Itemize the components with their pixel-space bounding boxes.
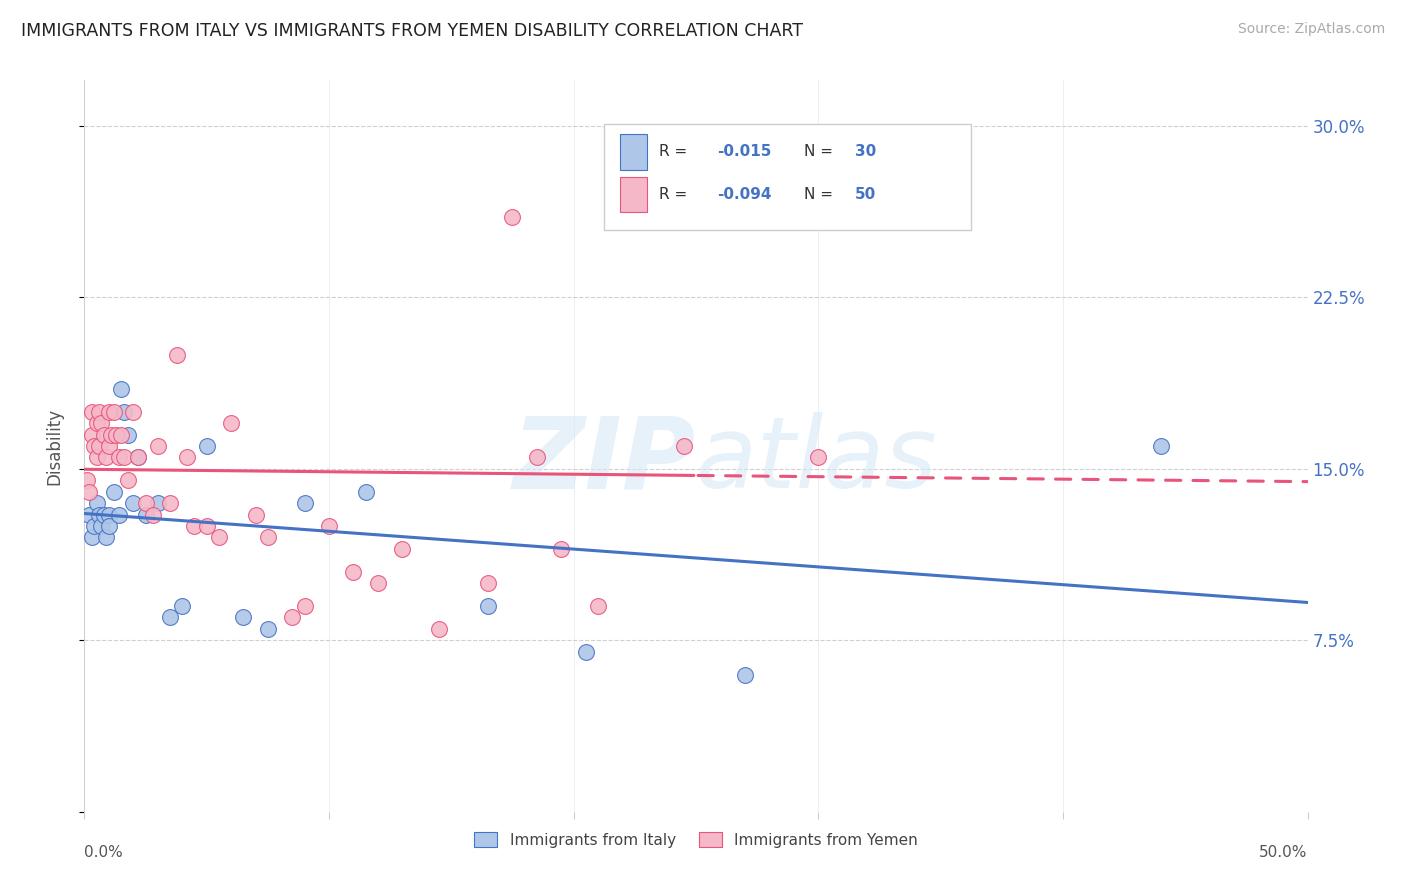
Legend: Immigrants from Italy, Immigrants from Yemen: Immigrants from Italy, Immigrants from Y… [467,824,925,855]
Point [195,439,218,453]
Point [159,610,181,624]
Point [107,508,129,522]
Point [232,610,254,624]
Point [112,450,135,465]
Point [367,576,389,591]
Point [96,450,118,465]
Point [100,427,122,442]
Point [97,439,120,453]
Point [183,519,205,533]
Text: ZIP: ZIP [513,412,696,509]
Point [586,599,609,613]
Point [142,508,165,522]
Point [97,508,120,522]
FancyBboxPatch shape [605,124,972,230]
Text: R =: R = [659,187,692,202]
Text: Source: ZipAtlas.com: Source: ZipAtlas.com [1237,22,1385,37]
Point [80,405,103,419]
Point [83,519,105,533]
Point [117,427,139,442]
Point [477,576,499,591]
Point [86,496,108,510]
Point [80,427,103,442]
Point [76,473,98,487]
Text: IMMIGRANTS FROM ITALY VS IMMIGRANTS FROM YEMEN DISABILITY CORRELATION CHART: IMMIGRANTS FROM ITALY VS IMMIGRANTS FROM… [21,22,803,40]
Point [87,439,110,453]
Point [96,530,118,544]
Point [86,450,108,465]
Point [245,508,267,522]
Point [208,530,231,544]
Text: 30: 30 [855,145,876,160]
Point [176,450,198,465]
Point [77,508,100,522]
Point [172,599,194,613]
Point [318,519,340,533]
Point [477,599,499,613]
Point [166,347,188,362]
Point [1150,439,1173,453]
Text: atlas: atlas [696,412,938,509]
Point [110,427,132,442]
Point [526,450,548,465]
Text: 50: 50 [855,187,876,202]
Point [127,450,149,465]
Point [103,405,125,419]
Point [294,599,316,613]
Point [110,382,132,396]
Point [758,142,780,156]
Point [87,405,110,419]
Point [146,496,169,510]
Point [122,496,145,510]
Point [257,530,280,544]
Point [342,565,364,579]
Text: -0.015: -0.015 [717,145,770,160]
Point [195,519,218,533]
Point [117,473,139,487]
Point [257,622,280,636]
Point [281,610,304,624]
Y-axis label: Disability: Disability [45,408,63,484]
Point [90,416,112,430]
Point [159,496,181,510]
Point [575,645,598,659]
Point [146,439,169,453]
Point [90,519,112,533]
Point [97,405,120,419]
Bar [620,135,647,169]
Point [77,484,100,499]
Text: N =: N = [804,187,838,202]
Point [391,541,413,556]
Text: N =: N = [804,145,838,160]
Point [550,541,572,556]
Point [86,416,108,430]
Text: 50.0%: 50.0% [1260,845,1308,860]
Point [135,508,157,522]
Point [97,519,120,533]
Point [107,450,129,465]
Point [122,405,145,419]
Point [112,405,135,419]
Text: 0.0%: 0.0% [84,845,124,860]
Point [105,427,128,442]
Point [135,496,157,510]
Point [93,427,115,442]
Point [93,508,115,522]
Point [87,508,110,522]
Point [672,439,695,453]
Bar [620,177,647,212]
Point [294,496,316,510]
Text: -0.094: -0.094 [717,187,772,202]
Point [219,416,242,430]
Point [427,622,450,636]
Point [502,211,524,225]
Point [83,439,105,453]
Point [807,450,830,465]
Point [734,667,756,681]
Point [127,450,149,465]
Point [80,530,103,544]
Point [103,484,125,499]
Text: R =: R = [659,145,692,160]
Point [354,484,377,499]
